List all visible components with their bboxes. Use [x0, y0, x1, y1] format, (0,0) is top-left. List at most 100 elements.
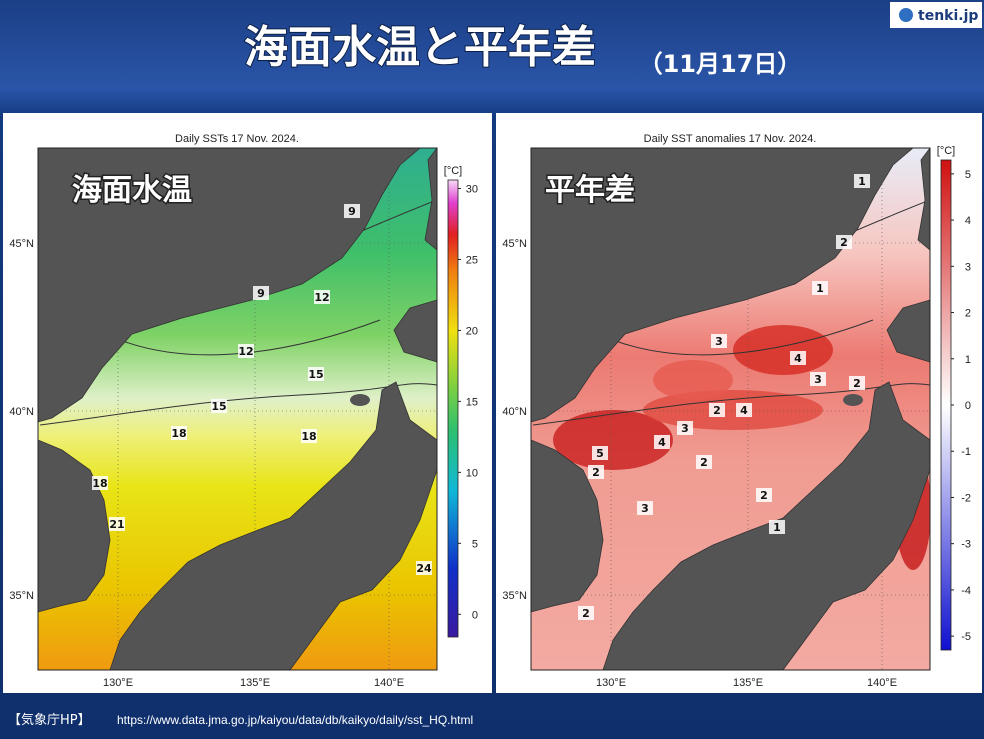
lat-label: 45°N	[9, 238, 34, 250]
map-label: 海面水温	[72, 173, 192, 208]
contour-label: 2	[592, 466, 600, 479]
land	[38, 148, 421, 423]
lon-label: 130°E	[596, 677, 626, 689]
lon-label: 135°E	[733, 677, 763, 689]
contour-label: 3	[681, 422, 689, 435]
contour-label-bg	[588, 465, 604, 479]
contour-label-bg	[171, 426, 187, 440]
contour-label-bg	[308, 367, 324, 381]
land	[602, 381, 930, 670]
contour-label-bg	[696, 455, 712, 469]
lon-label: 140°E	[867, 677, 897, 689]
anomaly-patch	[553, 410, 673, 470]
land	[393, 299, 437, 363]
contour-label-bg	[211, 399, 227, 413]
map	[531, 148, 930, 670]
logo[interactable]: tenki.jp	[918, 8, 978, 24]
colorbar-tick-label: -1	[961, 446, 971, 458]
colorbar-tick-label: 3	[965, 261, 971, 273]
colorbar-tick-label: -3	[961, 539, 971, 551]
contour-label: 12	[314, 291, 329, 304]
contour-label-bg	[301, 429, 317, 443]
lat-label: 35°N	[502, 590, 527, 602]
contour-label-bg	[253, 286, 269, 300]
colorbar-tick-label: 25	[466, 254, 478, 266]
contour	[39, 383, 437, 426]
contour-label-bg	[709, 403, 725, 417]
contour-label-bg	[790, 351, 806, 365]
contour-label-bg	[756, 488, 772, 502]
colorbar-tick-label: -5	[961, 631, 971, 643]
colorbar-tick-label: -4	[961, 585, 971, 597]
contour-label-bg	[238, 344, 254, 358]
colorbar-tick-label: 10	[466, 467, 478, 479]
lon-label: 130°E	[103, 677, 133, 689]
anomaly-patch	[643, 390, 823, 430]
contour-label: 2	[713, 404, 721, 417]
land	[424, 148, 437, 251]
contour-label: 21	[109, 518, 124, 531]
footer-source: 【気象庁HP】	[8, 712, 91, 728]
contour-label-bg	[836, 235, 852, 249]
map-label: 平年差	[545, 173, 635, 208]
land	[917, 148, 930, 251]
contour-label: 24	[416, 562, 432, 575]
contour-label: 5	[596, 447, 604, 460]
colorbar-tick-label: 5	[965, 169, 971, 181]
colorbar-unit: [°C]	[937, 145, 955, 157]
contour-label: 3	[814, 373, 822, 386]
map-panel: Daily SST anomalies 17 Nov. 2024. 45°N 40°…	[496, 113, 982, 693]
contour-label: 2	[760, 489, 768, 502]
contour-label: 3	[641, 502, 649, 515]
lon-label: 140°E	[374, 677, 404, 689]
contour	[532, 383, 930, 426]
map-border	[37, 147, 438, 671]
contour-label: 3	[715, 335, 723, 348]
island	[666, 232, 684, 252]
lat-label: 40°N	[9, 406, 34, 418]
colorbar	[940, 159, 952, 651]
contour-label: 15	[211, 400, 226, 413]
contour-label: 4	[658, 436, 666, 449]
island	[350, 394, 370, 406]
island	[173, 232, 191, 252]
logo-icon	[899, 8, 913, 22]
contour-label-bg	[637, 501, 653, 515]
panel-caption: Daily SST anomalies 17 Nov. 2024.	[644, 133, 817, 145]
contour-label: 4	[740, 404, 748, 417]
contour-label: 2	[700, 456, 708, 469]
contour-label: 9	[257, 287, 265, 300]
contour-label-bg	[677, 421, 693, 435]
footer-url[interactable]: https://www.data.jma.go.jp/kaiyou/data/d…	[117, 713, 473, 727]
contour-label-bg	[314, 290, 330, 304]
contour-label-bg	[344, 204, 360, 218]
colorbar-tick-label: 0	[965, 400, 971, 412]
land	[109, 381, 437, 670]
colorbar-tick-label: 0	[472, 609, 478, 621]
contour-label-bg	[812, 281, 828, 295]
panels: Daily SSTs 17 Nov. 2024. 45°N 40°N 35°N 130°…	[3, 113, 982, 693]
contour-label: 18	[92, 477, 107, 490]
contour-label-bg	[711, 334, 727, 348]
lat-label: 35°N	[9, 590, 34, 602]
contour-label: 1	[816, 282, 824, 295]
contour-label: 2	[840, 236, 848, 249]
colorbar	[447, 179, 459, 638]
title: 海面水温と平年差	[244, 22, 596, 73]
lon-label: 135°E	[240, 677, 270, 689]
contour-label-bg	[92, 476, 108, 490]
colorbar-tick-label: 1	[965, 354, 971, 366]
colorbar-tick-label: -2	[961, 492, 971, 504]
contour-label-bg	[849, 376, 865, 390]
island	[843, 394, 863, 406]
land	[531, 439, 604, 613]
contour-label: 4	[794, 352, 802, 365]
lat-label: 40°N	[502, 406, 527, 418]
contour-label: 1	[858, 175, 866, 188]
land	[886, 299, 930, 363]
contour-label: 18	[301, 430, 316, 443]
colorbar-tick-label: 5	[472, 538, 478, 550]
contour-label: 1	[773, 521, 781, 534]
panel-caption: Daily SSTs 17 Nov. 2024.	[175, 133, 299, 145]
